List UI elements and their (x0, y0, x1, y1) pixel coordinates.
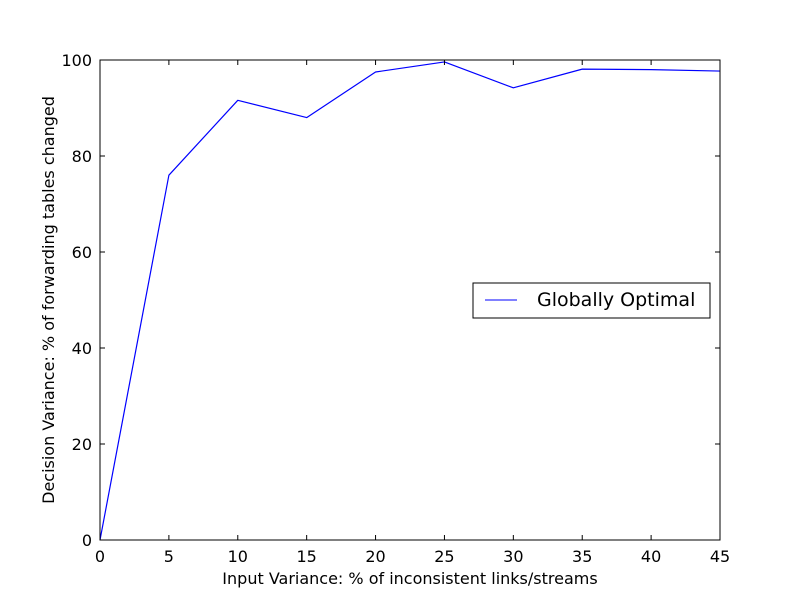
x-tick-label: 40 (641, 547, 661, 566)
y-tick-label: 40 (72, 339, 92, 358)
legend: Globally Optimal (472, 282, 711, 319)
x-tick-label: 10 (228, 547, 248, 566)
x-axis-label: Input Variance: % of inconsistent links/… (222, 569, 597, 588)
y-tick-label: 80 (72, 147, 92, 166)
series-line-globally-optimal (99, 61, 721, 541)
y-tick-label: 60 (72, 243, 92, 262)
x-tick-label: 20 (365, 547, 385, 566)
x-tick-label: 15 (296, 547, 316, 566)
ticks-layer: 0 5 10 15 20 25 30 35 40 45 0 20 40 60 80 100 (61, 51, 730, 566)
x-tick-label: 45 (710, 547, 730, 566)
legend-entry-globally-optimal: Globally Optimal (537, 289, 695, 311)
y-tick-label: 20 (72, 435, 92, 454)
x-tick-label: 35 (572, 547, 592, 566)
x-tick-label: 25 (434, 547, 454, 566)
y-tick-label: 0 (82, 531, 92, 550)
plot-frame (99, 59, 721, 541)
x-tick-label: 5 (164, 547, 174, 566)
x-tick-label: 30 (503, 547, 523, 566)
y-axis-label: Decision Variance: % of forwarding table… (39, 96, 58, 504)
y-tick-label: 100 (61, 51, 92, 70)
x-tick-label: 0 (95, 547, 105, 566)
